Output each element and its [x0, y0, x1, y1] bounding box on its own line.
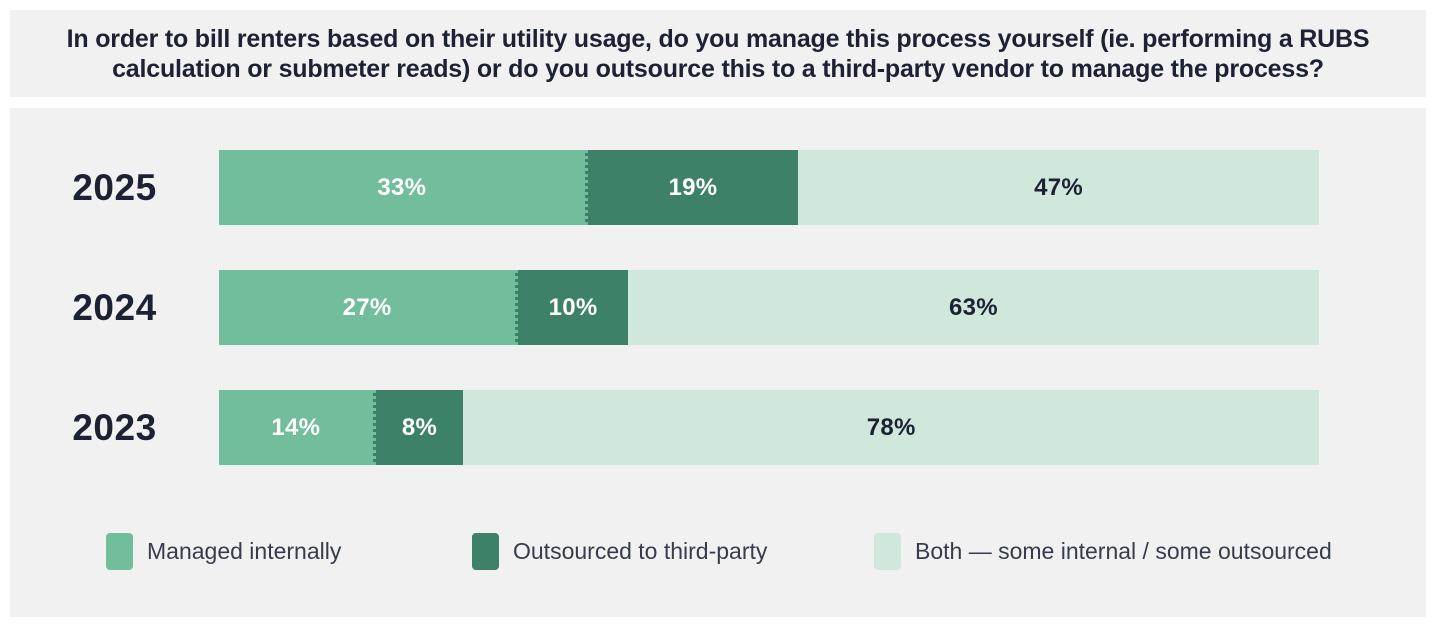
chart-row-2025: 2025 33% 19% 47% [10, 150, 1426, 225]
bar-value-label: 63% [948, 293, 998, 321]
year-label: 2024 [72, 286, 157, 328]
bar-segment: 14% [219, 390, 373, 465]
bar-track: 33% 19% 47% [219, 150, 1319, 225]
year-label: 2023 [72, 406, 157, 448]
bar-value-label: 27% [342, 293, 392, 321]
chart-row-2023: 2023 14% 8% 78% [10, 390, 1426, 465]
bar-segment: 47% [798, 150, 1319, 225]
bar-value-label: 78% [866, 413, 916, 441]
bar-value-label: 14% [271, 413, 321, 441]
chart-title: In order to bill renters based on their … [66, 24, 1370, 83]
bar-segment: 78% [463, 390, 1319, 465]
chart-rows: 2025 33% 19% 47% 2024 27% 10% 63% 2023 14% 8% 78% [10, 150, 1426, 465]
legend-label: Managed internally [147, 538, 342, 564]
bar-segment: 19% [584, 150, 799, 225]
bar-track: 27% 10% 63% [219, 270, 1319, 345]
bar-value-label: 33% [377, 173, 427, 201]
bar-segment: 10% [515, 270, 628, 345]
chart-row-2024: 2024 27% 10% 63% [10, 270, 1426, 345]
question-title-band: In order to bill renters based on their … [10, 10, 1426, 97]
chart-panel: 2025 33% 19% 47% 2024 27% 10% 63% 2023 14% 8% 78% M… [10, 108, 1426, 617]
bar-value-label: 8% [401, 413, 438, 441]
bar-segment: 63% [627, 270, 1319, 345]
legend-label: Outsourced to third-party [513, 538, 768, 564]
bar-value-label: 47% [1034, 173, 1084, 201]
legend-item-managed-internally: Managed internally [106, 533, 341, 570]
legend-item-outsourced-third-party: Outsourced to third-party [472, 533, 767, 570]
legend-swatch-outsourced-third-party [472, 533, 499, 570]
bar-track: 14% 8% 78% [219, 390, 1319, 465]
bar-value-label: 10% [548, 293, 598, 321]
bar-segment: 8% [372, 390, 464, 465]
bar-segment: 33% [219, 150, 585, 225]
bar-segment: 27% [219, 270, 516, 345]
legend-label: Both — some internal / some outsourced [915, 538, 1332, 564]
legend-swatch-both-mixed [874, 533, 901, 570]
year-label: 2025 [72, 166, 157, 208]
bar-value-label: 19% [668, 173, 718, 201]
chart-legend: Managed internally Outsourced to third-p… [10, 533, 1426, 570]
legend-item-both-mixed: Both — some internal / some outsourced [874, 533, 1332, 570]
legend-swatch-managed-internally [106, 533, 133, 570]
